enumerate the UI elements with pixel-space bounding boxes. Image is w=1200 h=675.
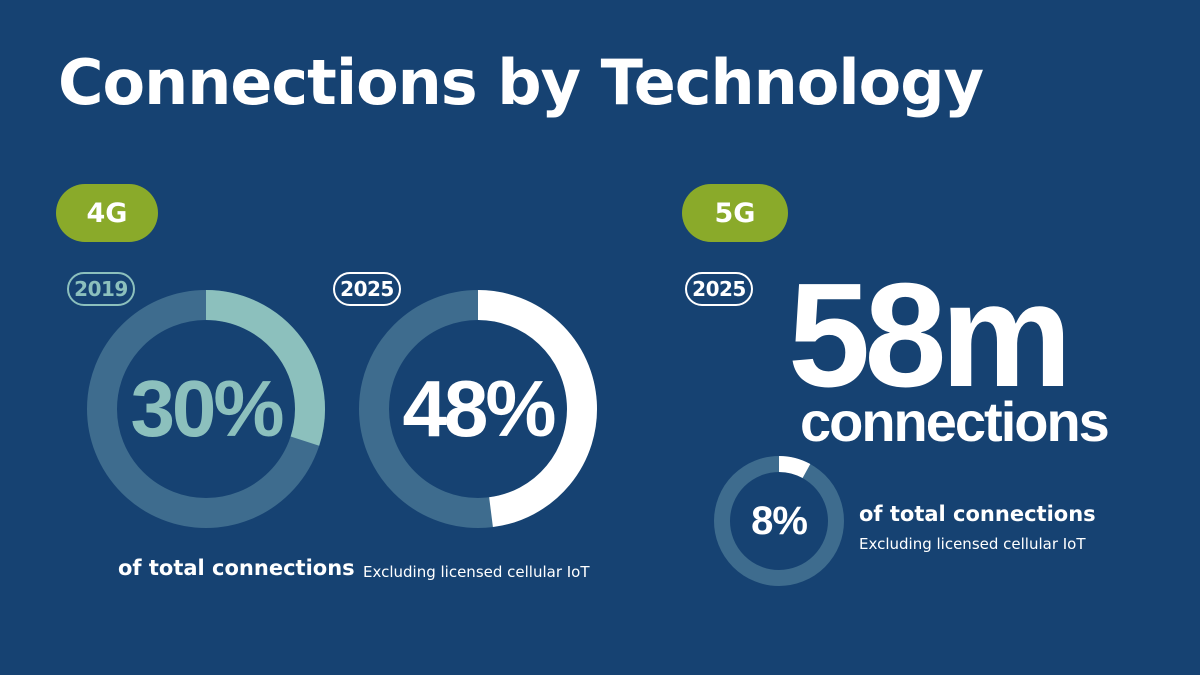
note-5g: Excluding licensed cellular IoT — [859, 535, 1086, 553]
tag-5g: 5G — [682, 184, 788, 242]
label-5g-total: of total connections — [859, 502, 1096, 526]
donut-5g-2025 — [714, 456, 844, 586]
label-4g-total: of total connections — [118, 556, 355, 580]
year-badge-4g-2025: 2025 — [333, 272, 401, 306]
headline-unit: connections — [800, 390, 1110, 453]
donut-value-4g-2025: 48% — [402, 364, 556, 453]
donut-value-4g-2019: 30% — [130, 364, 284, 453]
note-4g: Excluding licensed cellular IoT — [363, 563, 590, 581]
donut-value-5g-2025: 8% — [751, 498, 808, 543]
year-badge-5g-2025: 2025 — [685, 272, 753, 306]
year-badge-2019: 2019 — [67, 272, 135, 306]
donut-4g-2019 — [87, 290, 325, 528]
page-title: Connections by Technology — [58, 46, 984, 119]
donut-arc — [778, 456, 811, 479]
tag-4g: 4G — [56, 184, 158, 242]
donut-arc — [205, 290, 325, 446]
donut-4g-2025 — [359, 290, 597, 528]
donut-arc — [477, 290, 597, 528]
headline-value: 58m — [788, 253, 1072, 418]
